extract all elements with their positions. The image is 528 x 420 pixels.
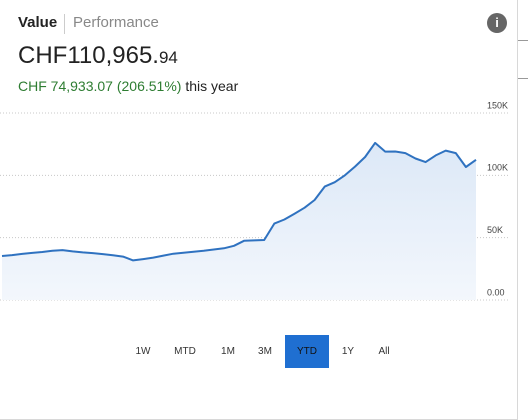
y-tick-label: 100K: [487, 163, 508, 173]
change-amount: CHF 74,933.07 (206.51%): [18, 78, 182, 94]
value-tab[interactable]: Value: [18, 14, 58, 31]
area: [2, 142, 476, 300]
edge-line: [518, 40, 528, 41]
line: [1, 141, 477, 262]
change-line: CHF 74,933.07 (206.51%) this year: [18, 78, 238, 94]
tab-divider: [64, 14, 65, 34]
info-icon[interactable]: i: [487, 13, 507, 33]
value-cents: 94: [158, 48, 178, 67]
performance-tab[interactable]: Performance: [73, 14, 159, 31]
change-period: this year: [181, 78, 239, 94]
range-button[interactable]: 1W: [135, 346, 151, 357]
range-button[interactable]: 1Y: [341, 346, 355, 357]
range-button[interactable]: YTD: [285, 335, 329, 368]
y-tick-label: 0.00: [487, 287, 505, 297]
value-main: CHF110,965.: [18, 42, 159, 69]
edge-line: [518, 78, 528, 79]
portfolio-value: CHF110,965.94: [18, 42, 178, 70]
y-tick-label: 50K: [487, 225, 503, 235]
chart: 0.00 50K 100K 150K: [0, 100, 508, 301]
range-button[interactable]: MTD: [174, 346, 196, 357]
range-button[interactable]: All: [378, 346, 390, 357]
range-button[interactable]: 1M: [221, 346, 235, 357]
range-button[interactable]: 3M: [258, 346, 272, 357]
y-tick-label: 150K: [487, 100, 508, 110]
